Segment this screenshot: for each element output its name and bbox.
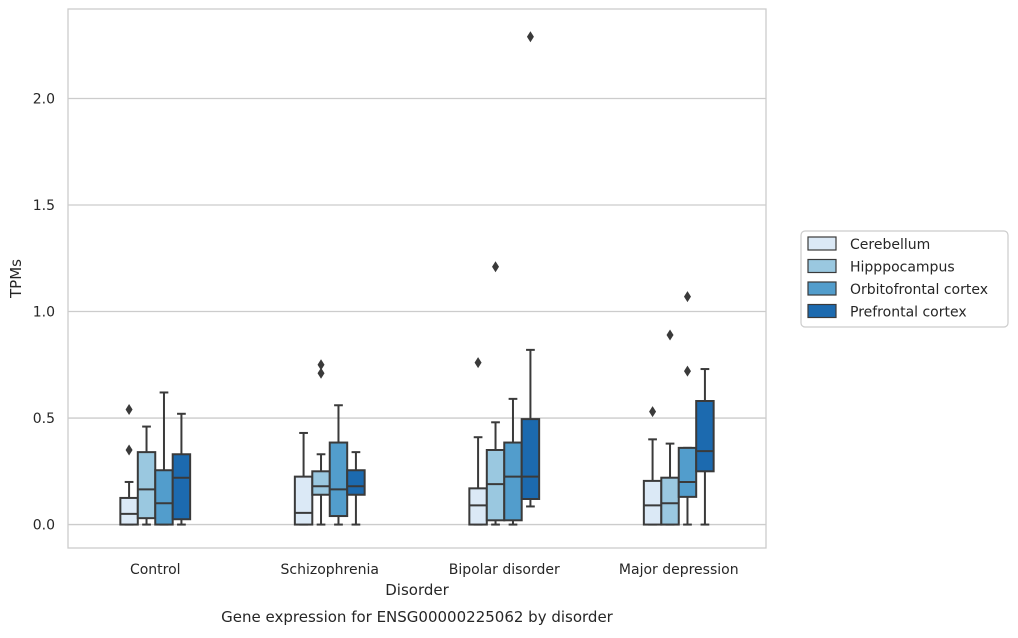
box-body (503, 441, 523, 522)
plot-area-frame (67, 8, 767, 549)
box-body (346, 469, 366, 496)
box-group (485, 261, 506, 526)
x-tick-label: Schizophrenia (281, 562, 379, 578)
y-axis-label: TPMs (7, 259, 25, 299)
box-body (311, 470, 331, 496)
box-group (328, 404, 349, 526)
x-axis-label: Disorder (385, 581, 449, 599)
y-tick-label: 1.5 (33, 198, 55, 214)
outlier-point (317, 367, 325, 379)
box-group (468, 357, 488, 526)
outlier-point (125, 404, 133, 416)
box-group (660, 329, 680, 526)
y-tick-label: 0.5 (33, 411, 55, 427)
box-body (695, 400, 715, 473)
outlier-point (666, 329, 674, 341)
box-body (293, 475, 314, 526)
outlier-point (526, 31, 534, 43)
y-tick-label: 1.0 (33, 305, 55, 321)
legend-swatch (807, 236, 837, 251)
box-group (520, 31, 541, 508)
y-tick-label: 0.0 (33, 518, 55, 534)
legend-frame (800, 230, 1009, 328)
legend-swatch (807, 258, 837, 274)
x-tick-label: Bipolar disorder (449, 562, 560, 578)
box-group (293, 431, 314, 526)
legend-label: Prefrontal cortex (850, 305, 967, 321)
legend-label: Orbitofrontal cortex (850, 282, 988, 298)
box-body (154, 469, 174, 526)
box-body (136, 451, 157, 520)
x-tick-label: Control (130, 562, 181, 578)
outlier-point (317, 359, 325, 371)
outlier-point (125, 444, 133, 456)
legend-label: Cerebellum (850, 237, 930, 253)
outlier-point (649, 406, 657, 418)
box-group (695, 368, 715, 526)
y-tick-label: 2.0 (33, 91, 55, 107)
box-group (642, 406, 663, 526)
box-body (485, 449, 506, 522)
box-body (660, 476, 680, 526)
box-body (119, 496, 139, 526)
box-group (346, 451, 366, 526)
box-body (171, 453, 192, 521)
box-group (171, 412, 192, 526)
legend-swatch (807, 281, 837, 296)
x-tick-label: Major depression (619, 562, 739, 578)
box-group (154, 391, 174, 526)
box-body (677, 446, 698, 498)
box-body (328, 441, 349, 518)
box-body (468, 487, 488, 526)
legend-label: Hipppocampus (850, 260, 955, 276)
outlier-point (683, 365, 691, 377)
legend: Cerebellum Hipppocampus Orbitofrontal cort… (800, 230, 1009, 328)
outlier-point (683, 291, 691, 303)
box-group (136, 425, 157, 526)
box-body (520, 418, 541, 501)
box-group (311, 359, 331, 526)
box-group (677, 291, 698, 526)
figure-caption: Gene expression for ENSG00000225062 by d… (221, 608, 614, 626)
box-group (119, 404, 139, 526)
box-body (642, 479, 663, 526)
outlier-point (492, 261, 500, 273)
outlier-point (474, 357, 482, 369)
legend-swatch (807, 303, 837, 319)
